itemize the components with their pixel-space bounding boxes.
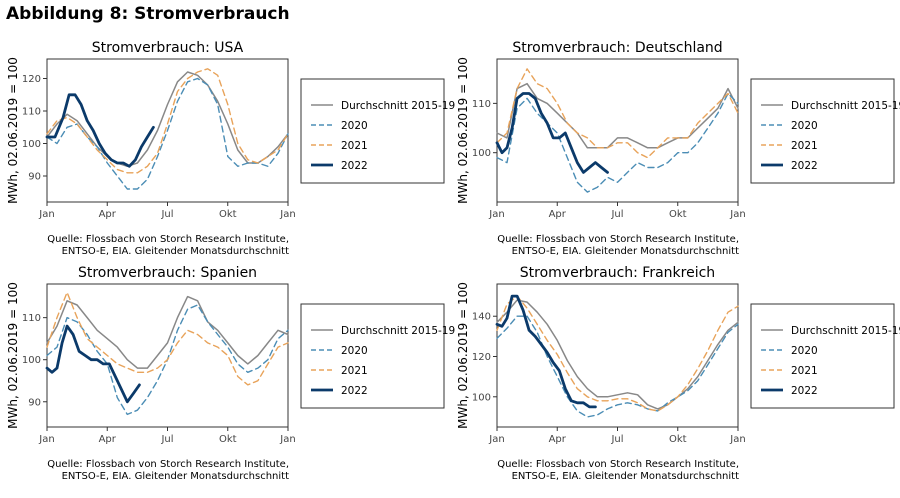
legend-label: 2022 — [341, 160, 368, 172]
y-tick-label: 120 — [472, 352, 491, 363]
chart-panel-deutschland: Stromverbrauch: Deutschland 100 110 Jan Apr J… — [450, 37, 900, 273]
y-tick-label: 110 — [22, 107, 41, 118]
x-tick-label: Jan — [729, 434, 745, 445]
legend-label: Durchschnitt 2015-19 — [791, 100, 900, 112]
y-tick-label: 100 — [22, 355, 41, 366]
x-tick-label: Okt — [219, 434, 237, 445]
chart-deutschland: Stromverbrauch: Deutschland 100 110 Jan Apr J… — [456, 40, 900, 257]
x-tick-label: Jan — [279, 434, 295, 445]
legend-label: 2022 — [791, 385, 818, 397]
source-line-2: ENTSO-E, EIA. Gleitender Monatsdurchschn… — [62, 246, 289, 257]
x-tick-label: Jan — [279, 209, 295, 220]
chart-panel-spanien: Stromverbrauch: Spanien 90 100 110 Jan Apr Jul… — [0, 262, 455, 498]
series-line-durchschnitt — [46, 71, 289, 168]
legend-box — [300, 78, 445, 184]
y-tick-label: 100 — [472, 392, 491, 403]
source-line-2: ENTSO-E, EIA. Gleitender Monatsdurchschn… — [62, 471, 289, 482]
chart-title: Stromverbrauch: Spanien — [78, 265, 257, 281]
chart-usa: Stromverbrauch: USA 90 100 110 120 Jan Apr Jul O… — [6, 40, 455, 257]
x-tick-label: Apr — [549, 209, 567, 220]
y-tick-label: 110 — [22, 313, 41, 324]
legend-label: Durchschnitt 2015-19 — [341, 100, 455, 112]
chart-title: Stromverbrauch: Deutschland — [512, 40, 722, 56]
y-tick-label: 100 — [472, 148, 491, 159]
x-tick-label: Okt — [219, 209, 237, 220]
series-line-2020 — [496, 92, 739, 193]
x-tick-label: Apr — [99, 434, 117, 445]
legend-label: 2021 — [791, 365, 818, 377]
series-line-2021 — [46, 68, 289, 174]
x-tick-label: Jan — [488, 434, 504, 445]
y-axis-label: MWh, 02.06.2019 = 100 — [456, 57, 470, 204]
legend-label: Durchschnitt 2015-19 — [791, 325, 900, 337]
x-tick-label: Apr — [99, 209, 117, 220]
y-tick-label: 90 — [28, 172, 41, 183]
series-line-durchschnitt — [496, 299, 739, 410]
x-tick-label: Jul — [610, 434, 623, 445]
chart-frankreich: Stromverbrauch: Frankreich 100 120 140 Jan Ap… — [456, 265, 900, 482]
legend-label: 2021 — [341, 365, 368, 377]
y-axis-label: MWh, 02.06.2019 = 100 — [456, 282, 470, 429]
x-tick-label: Apr — [549, 434, 567, 445]
y-axis-label: MWh, 02.06.2019 = 100 — [6, 57, 20, 204]
series-line-2022 — [495, 92, 609, 174]
chart-panel-frankreich: Stromverbrauch: Frankreich 100 120 140 Jan Ap… — [450, 262, 900, 498]
plot-frame — [496, 58, 739, 203]
source-line-1: Quelle: Flossbach von Storch Research In… — [47, 459, 289, 470]
legend-box — [300, 303, 445, 409]
x-tick-label: Jul — [160, 434, 173, 445]
page-title: Abbildung 8: Stromverbrauch — [6, 4, 290, 24]
chart-spanien: Stromverbrauch: Spanien 90 100 110 Jan Apr Jul… — [6, 265, 455, 482]
series-line-2021 — [496, 68, 739, 159]
x-tick-label: Jul — [160, 209, 173, 220]
legend-label: 2021 — [791, 140, 818, 152]
series-line-2022 — [495, 294, 597, 409]
y-axis-label: MWh, 02.06.2019 = 100 — [6, 282, 20, 429]
chart-title: Stromverbrauch: USA — [92, 40, 244, 56]
source-line-2: ENTSO-E, EIA. Gleitender Monatsdurchschn… — [512, 471, 739, 482]
legend-label: 2020 — [341, 345, 368, 357]
x-tick-label: Jan — [38, 434, 54, 445]
legend-box — [750, 78, 895, 184]
legend-box — [750, 303, 895, 409]
y-tick-label: 110 — [472, 99, 491, 110]
legend-label: 2022 — [341, 385, 368, 397]
series-line-2020 — [496, 315, 739, 418]
y-tick-label: 120 — [22, 74, 41, 85]
source-line-1: Quelle: Flossbach von Storch Research In… — [497, 459, 739, 470]
series-line-durchschnitt — [496, 82, 739, 149]
x-tick-label: Jan — [729, 209, 745, 220]
x-tick-label: Jan — [38, 209, 54, 220]
series-line-2022 — [45, 324, 141, 404]
source-line-2: ENTSO-E, EIA. Gleitender Monatsdurchschn… — [512, 246, 739, 257]
x-tick-label: Okt — [669, 209, 687, 220]
y-tick-label: 90 — [28, 397, 41, 408]
chart-title: Stromverbrauch: Frankreich — [520, 265, 715, 281]
legend-label: 2021 — [341, 140, 368, 152]
series-line-2021 — [46, 291, 289, 386]
y-tick-label: 100 — [22, 139, 41, 150]
y-tick-label: 140 — [472, 312, 491, 323]
series-line-2021 — [496, 295, 739, 412]
legend-label: 2022 — [791, 160, 818, 172]
series-line-2020 — [46, 77, 289, 190]
series-line-durchschnitt — [46, 295, 289, 369]
source-line-1: Quelle: Flossbach von Storch Research In… — [47, 234, 289, 245]
legend-label: 2020 — [341, 120, 368, 132]
legend-label: 2020 — [791, 120, 818, 132]
source-line-1: Quelle: Flossbach von Storch Research In… — [497, 234, 739, 245]
chart-panel-usa: Stromverbrauch: USA 90 100 110 120 Jan Apr Jul O… — [0, 37, 455, 273]
legend-label: Durchschnitt 2015-19 — [341, 325, 455, 337]
x-tick-label: Okt — [669, 434, 687, 445]
legend-label: 2020 — [791, 345, 818, 357]
series-line-2022 — [45, 93, 155, 168]
x-tick-label: Jan — [488, 209, 504, 220]
x-tick-label: Jul — [610, 209, 623, 220]
